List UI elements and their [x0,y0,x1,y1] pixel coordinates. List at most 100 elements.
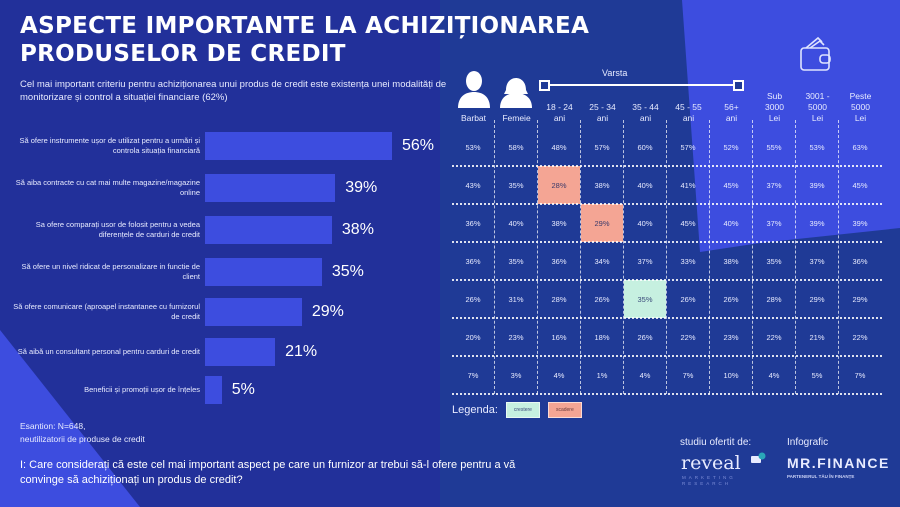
table-cell: 5% [811,370,823,380]
column-header-line: Barbat [460,113,487,123]
age-group-bracket [542,84,738,86]
table-cell: 7% [467,370,479,380]
mrfinance-tagline: PARTENERUL TĂU ÎN FINANȚE [787,474,855,479]
column-header-line: 5000 [808,102,827,112]
bar [205,132,392,160]
table-cell: 39% [809,218,825,228]
column-header-line: ani [596,113,609,123]
table-cell: 52% [723,142,739,152]
table-cell: 55% [766,142,782,152]
table-cell: 40% [508,218,524,228]
column-header-line: ani [553,113,566,123]
table-cell: 26% [723,294,739,304]
bar-value-label: 38% [341,221,374,238]
table-cell: 28% [766,294,782,304]
table-cell: 63% [852,142,868,152]
table-cell: 4% [639,370,651,380]
table-cell: 40% [637,180,653,190]
bar [205,376,222,404]
bar-value-label: 39% [345,179,378,196]
bar [205,258,322,286]
column-header-line: 18 - 24 [546,102,573,112]
column-divider [709,120,710,394]
column-header-line: ani [682,113,695,123]
column-header: 18 - 24 ani [538,102,581,124]
table-cell: 36% [465,218,481,228]
table-cell: 48% [551,142,567,152]
table-cell: 43% [465,180,481,190]
table-cell: 36% [852,256,868,266]
page-title: ASPECTE IMPORTANTE LA ACHIZIȚIONAREA PRO… [20,13,590,67]
table-cell: 39% [809,180,825,190]
sample-note: Esantion: N=648, neutilizatorii de produ… [20,420,145,446]
bar [205,298,302,326]
table-cell: 1% [596,370,608,380]
row-divider [452,393,882,395]
column-header: Femeie [495,113,538,124]
column-header-line: 5000 [851,102,870,112]
table-cell: 40% [723,218,739,228]
table-cell: 34% [594,256,610,266]
column-divider [537,120,538,394]
table-cell: 37% [766,218,782,228]
table-cell: 26% [637,332,653,342]
table-cell: 31% [508,294,524,304]
table-cell: 37% [809,256,825,266]
table-cell: 38% [551,218,567,228]
table-cell: 21% [809,332,825,342]
table-cell: 4% [768,370,780,380]
reveal-sub-line-2: RESEARCH [682,481,732,486]
bar [205,338,276,366]
person-female-icon [500,78,532,108]
table-cell: 36% [551,256,567,266]
table-cell: 22% [852,332,868,342]
table-cell: 35% [508,180,524,190]
bar-category-label: Să aiba contracte cu cat mai multe magaz… [15,178,200,197]
table-cell: 41% [680,180,696,190]
bar-value-label: 35% [331,263,364,280]
age-bracket-end [733,80,744,91]
table-cell: 45% [680,218,696,228]
sample-line-1: Esantion: N=648, [20,421,86,431]
table-cell: 3% [510,370,522,380]
bar-category-label: Să ofere instrumente ușor de utilizat pe… [19,136,200,155]
bar-category-label: Să aibă un consultant personal pentru ca… [17,347,200,356]
column-header: Peste 5000 Lei [839,91,882,124]
table-cell: 39% [852,218,868,228]
column-divider [838,120,839,394]
table-cell: 7% [682,370,694,380]
table-cell: 23% [508,332,524,342]
person-male-icon [458,71,490,108]
column-divider [752,120,753,394]
column-header: 45 - 55 ani [667,102,710,124]
column-divider [666,120,667,394]
column-header-line: ani [639,113,652,123]
table-cell: 26% [465,294,481,304]
column-header-line: Sub [766,91,783,101]
sponsor-label: studiu ofertit de: [680,437,752,448]
table-cell: 37% [637,256,653,266]
row-divider [452,241,882,243]
column-header-line: Femeie [502,113,531,123]
column-divider [795,120,796,394]
bar-row: Beneficii și promoții ușor de înțeles 5% [0,374,440,406]
bar-row: Să aiba contracte cu cat mai multe magaz… [0,172,440,204]
legend-decrease: scadere [547,402,582,418]
table-cell: 35% [624,280,666,318]
table-cell: 10% [723,370,739,380]
age-bracket-start [539,80,550,91]
bar [205,174,336,202]
table-cell: 60% [637,142,653,152]
table-cell: 28% [538,166,580,204]
table-cell: 36% [465,256,481,266]
table-cell: 57% [594,142,610,152]
bar-value-label: 56% [402,137,435,154]
table-cell: 29% [852,294,868,304]
bar-category-label: Să ofere comunicare (aproapel instantane… [13,302,200,321]
bar [205,216,332,244]
table-cell: 40% [637,218,653,228]
column-header-line: 3001 - [805,91,830,101]
question-line-2: convinge să achiziționați un produs de c… [20,474,243,486]
column-divider [623,120,624,394]
mrfinance-logo: MR.FINANCE [787,455,890,471]
